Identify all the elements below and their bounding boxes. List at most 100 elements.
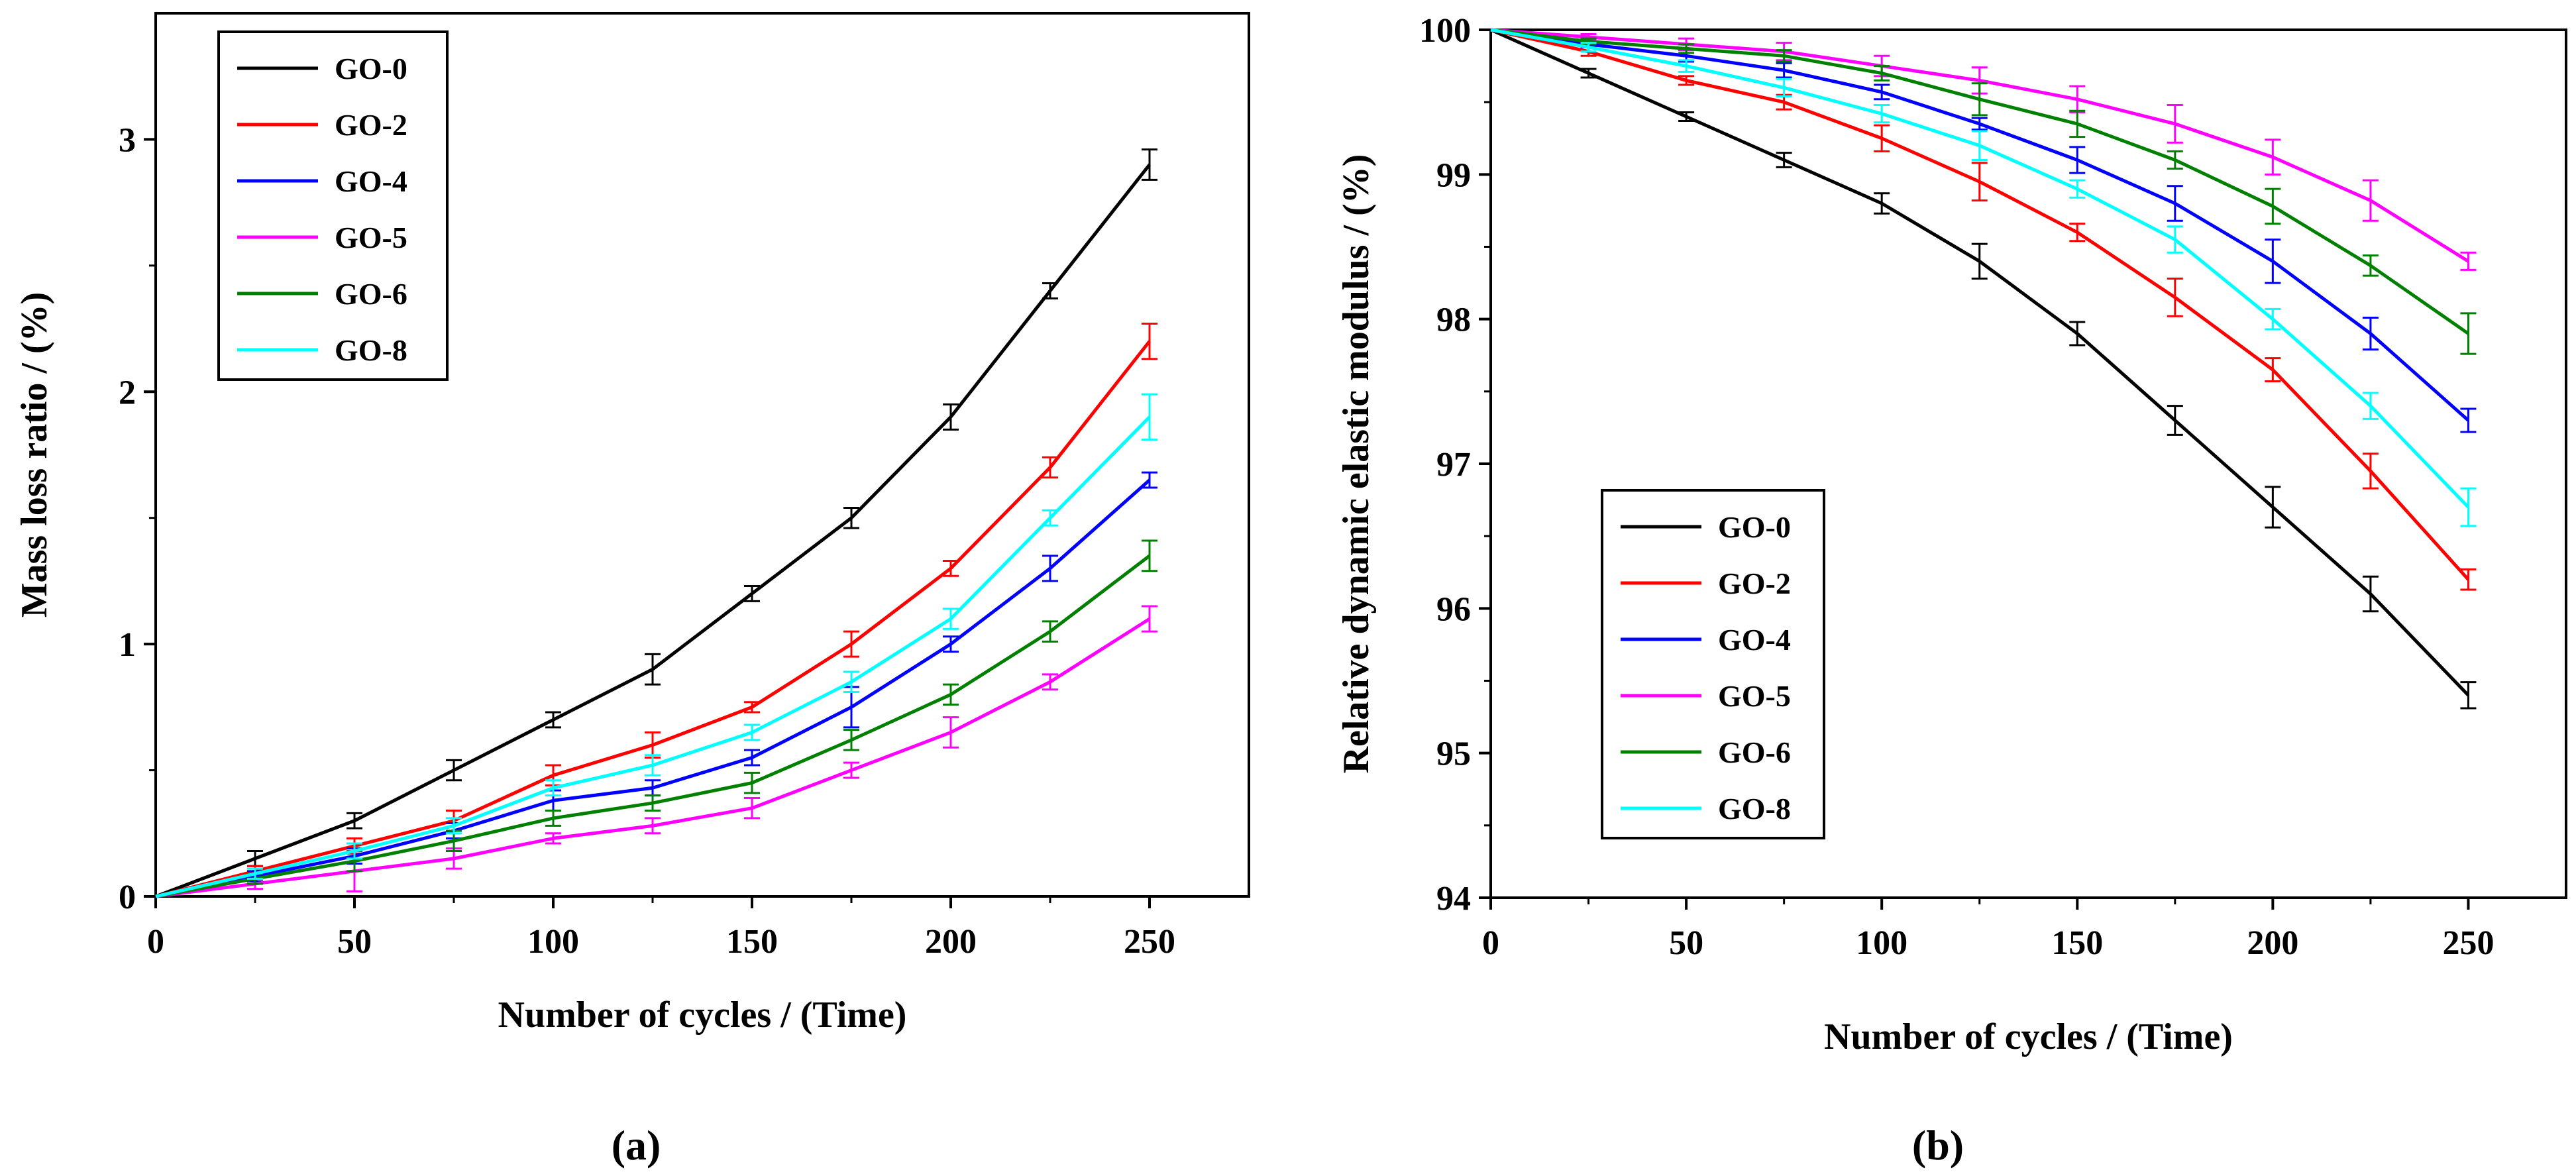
error-bar bbox=[943, 608, 959, 630]
error-bar bbox=[1776, 78, 1792, 97]
legend: GO-0 GO-2 GO-4 GO-5 GO-6 GO-8 bbox=[1601, 489, 1825, 839]
series-go-8 bbox=[155, 393, 1157, 898]
error-bar bbox=[2167, 150, 2183, 170]
y-tick-label: 2 bbox=[119, 374, 136, 411]
error-bar bbox=[1042, 456, 1058, 479]
error-bar bbox=[2362, 316, 2379, 351]
error-bar bbox=[2362, 254, 2379, 277]
error-bar bbox=[2069, 321, 2086, 347]
error-bar bbox=[943, 559, 959, 577]
error-bar bbox=[1971, 117, 1988, 131]
error-bar bbox=[943, 403, 959, 431]
error-bar bbox=[1142, 539, 1157, 572]
x-tick-label: 100 bbox=[527, 923, 579, 961]
error-bar bbox=[645, 817, 661, 835]
error-bar bbox=[545, 810, 561, 827]
error-bar bbox=[1971, 82, 1988, 117]
error-bar bbox=[446, 759, 462, 782]
error-bar bbox=[843, 761, 859, 779]
error-bar bbox=[2362, 575, 2379, 613]
error-bar bbox=[645, 794, 661, 812]
legend-label-go-8: GO-8 bbox=[335, 333, 407, 367]
error-bar bbox=[247, 867, 263, 880]
error-bar bbox=[943, 635, 959, 653]
error-bar bbox=[2069, 109, 2086, 138]
error-bar bbox=[2069, 223, 2086, 242]
error-bar bbox=[2362, 179, 2379, 222]
y-tick-label: 1 bbox=[119, 626, 136, 664]
y-tick-label: 98 bbox=[1436, 301, 1471, 339]
error-bar bbox=[446, 817, 462, 835]
error-bar bbox=[744, 749, 760, 767]
x-tick-label: 50 bbox=[1669, 924, 1703, 962]
error-bar bbox=[1874, 83, 1890, 101]
legend-label-go-0: GO-0 bbox=[335, 52, 407, 85]
series-go-5 bbox=[155, 605, 1157, 898]
legend-label-go-4: GO-4 bbox=[335, 164, 407, 198]
error-bar bbox=[1776, 49, 1792, 63]
error-bar bbox=[1678, 111, 1695, 123]
error-bar bbox=[2069, 146, 2086, 174]
series-go-2 bbox=[1490, 28, 2477, 591]
error-bar bbox=[2265, 307, 2281, 331]
error-bar bbox=[2069, 179, 2086, 199]
error-bar bbox=[1580, 68, 1597, 79]
error-bar bbox=[2460, 487, 2477, 527]
error-bar bbox=[1971, 130, 1988, 161]
series-go-8 bbox=[1490, 28, 2477, 527]
error-bar bbox=[2460, 681, 2477, 710]
y-tick-label: 94 bbox=[1436, 880, 1471, 918]
x-tick-label: 0 bbox=[1482, 924, 1499, 962]
error-bar bbox=[347, 842, 362, 860]
error-bar bbox=[744, 585, 760, 602]
error-bar bbox=[645, 653, 661, 686]
error-bar bbox=[1580, 42, 1597, 53]
error-bar bbox=[2167, 185, 2183, 222]
error-bar bbox=[247, 849, 263, 867]
error-bar bbox=[1678, 43, 1695, 54]
x-tick-label: 50 bbox=[337, 923, 372, 961]
error-bar bbox=[1042, 673, 1058, 691]
error-bar bbox=[2265, 486, 2281, 529]
error-bar bbox=[2460, 312, 2477, 355]
x-tick-label: 150 bbox=[726, 923, 778, 961]
error-bar bbox=[1142, 471, 1157, 489]
panel-label: (b) bbox=[1912, 1122, 1964, 1169]
error-bar bbox=[1042, 509, 1058, 527]
x-tick-label: 100 bbox=[1856, 924, 1907, 962]
error-bar bbox=[744, 796, 760, 820]
error-bar bbox=[545, 832, 561, 845]
panel-b-elastic-modulus-chart: 0 50 100 150 200 250 94 95 96 97 98 99 100 Number of … bbox=[1336, 12, 2567, 1169]
error-bar bbox=[545, 711, 561, 729]
plot-frame bbox=[154, 12, 1250, 898]
error-bar bbox=[1971, 162, 1988, 202]
error-bar bbox=[1142, 393, 1157, 441]
legend-label-go-6: GO-6 bbox=[335, 277, 407, 311]
error-bar bbox=[2167, 405, 2183, 436]
legend-box bbox=[1601, 489, 1825, 839]
error-bar bbox=[2167, 225, 2183, 254]
error-bar bbox=[2167, 104, 2183, 144]
error-bar bbox=[2460, 407, 2477, 433]
series-go-6 bbox=[155, 539, 1157, 898]
y-tick-label: 95 bbox=[1436, 735, 1471, 773]
y-tick-label: 3 bbox=[119, 121, 136, 159]
series-line-go-2 bbox=[155, 340, 1151, 898]
x-tick-label: 250 bbox=[1124, 923, 1175, 961]
error-bar bbox=[843, 506, 859, 529]
error-bar bbox=[1776, 152, 1792, 168]
legend-label-go-5: GO-5 bbox=[335, 221, 407, 254]
error-bar bbox=[2460, 251, 2477, 271]
legend-label-go-0: GO-0 bbox=[1718, 510, 1791, 544]
error-bar bbox=[2265, 187, 2281, 225]
x-tick-label: 250 bbox=[2442, 924, 2494, 962]
y-axis-title: Relative dynamic elastic modulus / (%) bbox=[1336, 154, 1377, 774]
error-bar bbox=[2167, 278, 2183, 317]
error-bar bbox=[943, 683, 959, 706]
error-bar bbox=[843, 670, 859, 694]
error-bar bbox=[843, 630, 859, 658]
legend-label-go-2: GO-2 bbox=[1718, 566, 1791, 600]
legend-label-go-2: GO-2 bbox=[335, 108, 407, 142]
series-go-0 bbox=[1489, 28, 2477, 710]
